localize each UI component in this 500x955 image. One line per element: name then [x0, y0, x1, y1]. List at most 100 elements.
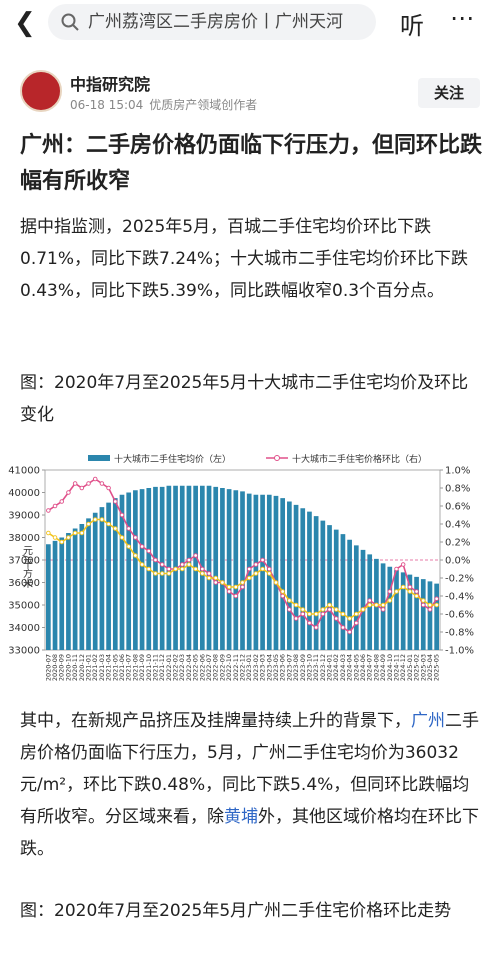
bar: [400, 572, 406, 650]
x-tick-label: 2022-02: [172, 654, 180, 681]
marker: [300, 607, 306, 612]
author-avatar[interactable]: [20, 70, 62, 112]
marker: [280, 589, 285, 594]
marker: [213, 580, 218, 585]
x-tick-label: 2023-01: [245, 654, 253, 681]
y2-tick-label: 0.8%: [445, 484, 470, 495]
bar: [126, 492, 132, 650]
marker: [126, 544, 131, 549]
more-button[interactable]: ⋯: [450, 4, 475, 32]
x-tick-label: 2023-07: [285, 654, 293, 681]
marker: [374, 602, 379, 608]
marker: [79, 530, 85, 536]
y2-tick-label: -0.6%: [445, 610, 474, 621]
marker: [340, 625, 346, 630]
listen-button[interactable]: 听: [400, 12, 424, 40]
x-tick-label: 2021-01: [85, 654, 93, 681]
marker: [360, 607, 366, 612]
bar: [420, 579, 426, 650]
y-tick-label: 40000: [8, 488, 40, 499]
x-tick-label: 2024-10: [386, 654, 394, 681]
x-tick-label: 2024-03: [339, 654, 347, 681]
marker: [380, 607, 386, 612]
bar: [226, 489, 232, 650]
back-button[interactable]: ❮: [14, 8, 36, 38]
marker: [99, 481, 105, 486]
marker: [287, 607, 292, 612]
x-tick-label: 2021-04: [105, 654, 113, 681]
marker: [79, 485, 85, 491]
marker: [146, 548, 152, 554]
marker: [427, 602, 433, 608]
marker: [273, 580, 279, 585]
x-tick-label: 2021-08: [131, 654, 139, 681]
bar: [186, 485, 192, 650]
x-tick-label: 2023-05: [272, 654, 280, 681]
x-tick-label: 2024-02: [332, 654, 340, 681]
y2-tick-label: -1.0%: [445, 646, 474, 657]
marker: [434, 596, 439, 601]
marker: [233, 593, 239, 599]
bar: [246, 493, 252, 650]
y-axis-label: 元/平方米: [21, 545, 33, 589]
marker: [347, 616, 352, 621]
search-text: 广州荔湾区二手房房价丨广州天河: [88, 12, 343, 32]
bar: [273, 495, 279, 650]
marker: [307, 620, 312, 626]
bar: [307, 511, 312, 650]
marker: [59, 499, 64, 504]
bar: [52, 540, 58, 650]
link[interactable]: 黄埔: [224, 807, 258, 827]
bar: [414, 576, 419, 650]
x-tick-label: 2024-07: [366, 654, 374, 681]
x-tick-label: 2023-08: [292, 654, 300, 681]
legend-swatch: [274, 455, 280, 461]
marker: [407, 589, 413, 594]
marker: [133, 535, 138, 540]
marker: [106, 521, 111, 527]
y-tick-label: 38000: [8, 533, 40, 544]
x-tick-label: 2022-12: [239, 654, 247, 681]
marker: [354, 620, 359, 626]
bar: [233, 490, 239, 650]
x-tick-label: 2020-11: [71, 654, 79, 681]
bar: [427, 581, 433, 650]
marker: [427, 607, 433, 612]
marker: [240, 580, 245, 585]
x-tick-label: 2024-01: [326, 654, 334, 681]
marker: [333, 616, 339, 621]
marker: [206, 575, 212, 581]
x-tick-label: 2024-06: [359, 654, 367, 681]
bar: [86, 518, 91, 650]
search-box[interactable]: 广州荔湾区二手房房价丨广州天河: [48, 4, 376, 40]
bar: [133, 490, 138, 650]
bar: [92, 512, 98, 650]
bar: [293, 504, 299, 650]
x-tick-label: 2021-03: [98, 654, 106, 681]
x-tick-label: 2024-08: [372, 654, 380, 681]
x-tick-label: 2025-01: [406, 654, 414, 681]
link[interactable]: 广州: [411, 711, 445, 731]
marker: [52, 503, 58, 509]
marker: [400, 562, 406, 567]
marker: [226, 589, 232, 594]
y-tick-label: 39000: [8, 511, 40, 522]
paragraph: 据中指监测，2025年5月，百城二手住宅均价环比下跌0.71%，同比下跌7.24…: [20, 217, 469, 301]
x-tick-label: 2025-05: [433, 654, 441, 681]
marker: [206, 571, 212, 576]
x-tick-label: 2020-10: [64, 654, 72, 681]
y-tick-label: 34000: [8, 623, 40, 634]
author-name[interactable]: 中指研究院: [70, 75, 151, 94]
x-tick-label: 2022-07: [205, 654, 213, 681]
marker: [414, 589, 419, 594]
marker: [327, 607, 332, 612]
marker: [46, 530, 51, 536]
text: 二手房价格仍面临下行压力，5月，广州二手住宅均价为36032元/m²，环比下跌0…: [20, 711, 479, 827]
x-tick-label: 2022-09: [218, 654, 226, 681]
marker: [153, 571, 158, 576]
marker: [434, 602, 439, 608]
follow-button[interactable]: 关注: [418, 78, 480, 108]
marker: [246, 566, 252, 572]
